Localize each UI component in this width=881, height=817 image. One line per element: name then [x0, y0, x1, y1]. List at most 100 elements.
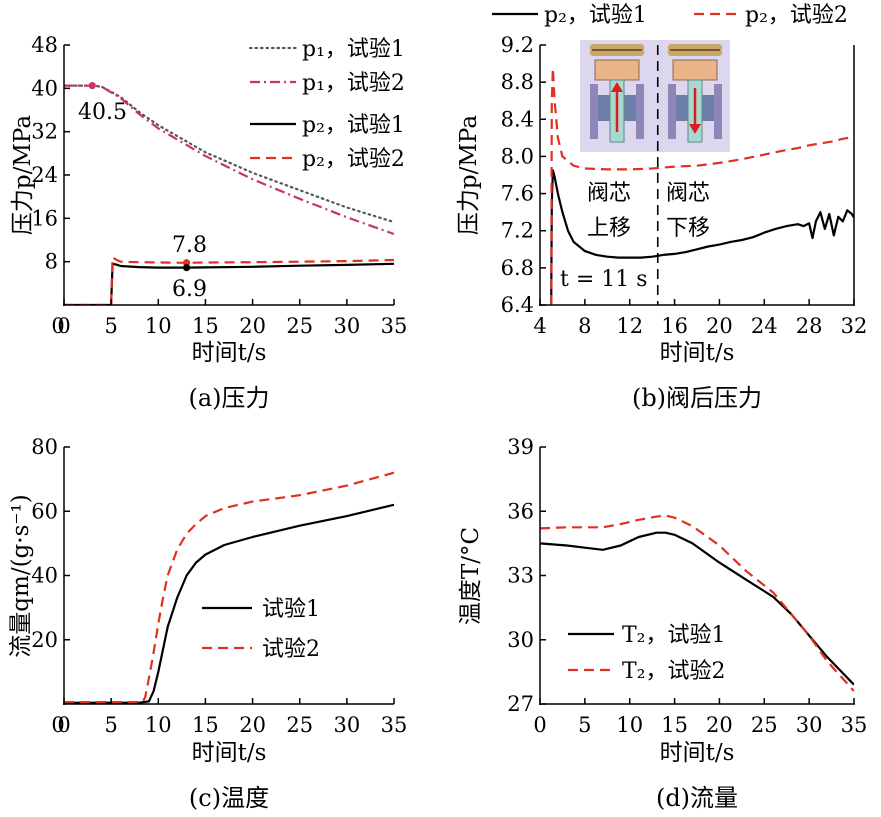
- panel-b-x-label: 时间t/s: [660, 340, 735, 366]
- panel-a-series: [64, 84, 394, 305]
- x-tick-label: 0: [57, 314, 70, 338]
- annotation-40-5: 40.5: [78, 100, 127, 125]
- y-tick-label: 8.0: [501, 144, 534, 168]
- origin-label: 0: [51, 713, 64, 737]
- data-marker: [88, 82, 96, 90]
- y-tick-label: 6.8: [501, 256, 534, 280]
- y-tick-label: 80: [31, 435, 58, 459]
- series-c-2: [64, 471, 394, 704]
- x-tick-label: 0: [57, 713, 70, 737]
- y-tick-label: 9.2: [501, 33, 534, 57]
- annotation-core-label-left: 阀芯: [587, 181, 631, 206]
- y-tick-label: 33: [507, 564, 534, 588]
- annotation-core-label-right: 阀芯: [666, 181, 710, 206]
- y-tick-label: 7.2: [501, 219, 534, 243]
- x-tick-label: 16: [661, 314, 688, 338]
- x-tick-label: 25: [286, 713, 313, 737]
- y-tick-label: 40: [31, 564, 58, 588]
- panel-a-caption: (a)压力: [188, 384, 269, 412]
- y-tick-label: 16: [31, 206, 58, 230]
- y-tick-label: 8.4: [501, 107, 534, 131]
- annotation-core-up: 上移: [587, 216, 631, 241]
- arrow-up-icon: [611, 82, 623, 92]
- data-marker: [182, 264, 191, 272]
- panel-b-caption: (b)阀后压力: [632, 384, 762, 412]
- y-tick-label: 48: [31, 33, 58, 57]
- legend-label-b-trial1: p₂，试验1: [544, 3, 647, 28]
- valve-left-core-up: [590, 44, 644, 143]
- legend-label-p2-trial2: p₂，试验2: [302, 147, 405, 172]
- x-tick-label: 0: [533, 713, 546, 737]
- y-tick-label: 20: [31, 628, 58, 652]
- panel-c-caption: (c)温度: [189, 784, 269, 812]
- y-tick-label: 32: [31, 120, 58, 144]
- panel-d-y-ticks: 27 30 33 36 39: [507, 435, 546, 716]
- panel-c-x-ticks: 0 5 10 15 20 25 30 35 0: [51, 698, 407, 737]
- panel-d-caption: (d)流量: [656, 784, 738, 812]
- panel-b-y-ticks: 6.4 6.8 7.2 7.6 8.0 8.4 8.8 9.2: [501, 33, 546, 317]
- annotation-time-11s: t = 11 s: [560, 267, 648, 292]
- x-tick-label: 12: [616, 314, 643, 338]
- x-tick-label: 20: [706, 314, 733, 338]
- x-tick-label: 30: [333, 713, 360, 737]
- panel-a-x-ticks: 0 5 10 15 20 25 30 35 0: [51, 299, 407, 338]
- x-tick-label: 30: [333, 314, 360, 338]
- y-tick-label: 40: [31, 76, 58, 100]
- panel-a-pressure: 0 5 10 15 20 25 30 35 0 8 16 24 32 40 48 40.5 7.8 6.9…: [10, 33, 407, 412]
- x-tick-label: 5: [104, 713, 117, 737]
- x-tick-label: 25: [751, 713, 778, 737]
- panel-d-series: [540, 514, 854, 692]
- legend-label-p2-trial1: p₂，试验1: [302, 113, 405, 138]
- x-tick-label: 5: [578, 713, 591, 737]
- x-tick-label: 10: [616, 713, 643, 737]
- legend-label-b-trial2: p₂，试验2: [745, 3, 848, 28]
- legend-label-p1-trial2: p₁，试验2: [302, 71, 405, 96]
- annotation-core-down: 下移: [666, 216, 710, 241]
- y-tick-label: 60: [31, 499, 58, 523]
- annotation-7-8: 7.8: [172, 233, 207, 258]
- x-tick-label: 25: [286, 314, 313, 338]
- panel-c-y-label: 流量qm/(g·s⁻¹): [8, 494, 34, 657]
- y-tick-label: 36: [507, 499, 534, 523]
- panel-a-y-ticks: 8 16 24 32 40 48: [31, 33, 70, 274]
- legend-label-d-trial2: T₂，试验2: [622, 659, 726, 684]
- x-tick-label: 20: [239, 314, 266, 338]
- panel-d-x-ticks: 0 5 10 15 20 25 30 35: [533, 698, 867, 737]
- x-tick-label: 15: [192, 713, 219, 737]
- panel-a-markers: [88, 82, 191, 272]
- legend-label-c-trial1: 试验1: [262, 597, 320, 622]
- x-tick-label: 24: [751, 314, 778, 338]
- x-tick-label: 35: [381, 314, 408, 338]
- panel-c-x-label: 时间t/s: [192, 740, 267, 766]
- panel-b-legend: p₂，试验1 p₂，试验2: [492, 3, 848, 28]
- x-tick-label: 10: [145, 713, 172, 737]
- panel-c-series: [64, 471, 394, 704]
- panel-d-x-label: 时间t/s: [660, 740, 735, 766]
- panel-d-legend: T₂，试验1 T₂，试验2: [568, 623, 726, 684]
- panel-c-y-ticks: 20 40 60 80: [31, 435, 70, 652]
- y-tick-label: 8: [45, 250, 58, 274]
- y-tick-label: 27: [507, 692, 534, 716]
- annotation-6-9: 6.9: [172, 277, 207, 302]
- y-tick-label: 39: [507, 435, 534, 459]
- valve-right-core-down: [668, 44, 722, 143]
- legend-label-d-trial1: T₂，试验1: [622, 623, 726, 648]
- panel-b-y-label: 压力p/MPa: [456, 115, 482, 235]
- x-tick-label: 10: [145, 314, 172, 338]
- x-tick-label: 15: [192, 314, 219, 338]
- series-a-2: [64, 84, 394, 236]
- x-tick-label: 35: [381, 713, 408, 737]
- legend-label-c-trial2: 试验2: [262, 637, 320, 662]
- x-tick-label: 15: [661, 713, 688, 737]
- x-tick-label: 8: [578, 314, 591, 338]
- series-d-2: [540, 514, 854, 692]
- series-c-1: [64, 503, 394, 704]
- arrow-down-icon: [689, 124, 701, 134]
- panel-a-y-label: 压力p/MPa: [10, 115, 36, 235]
- panel-b-downstream-pressure: 4 8 12 16 20 24 28 32 6.46.87.27.68.08.48.89.2 …: [456, 3, 867, 412]
- y-tick-label: 8.8: [501, 70, 534, 94]
- panel-b-series: [550, 67, 854, 305]
- series-b-1: [550, 169, 854, 305]
